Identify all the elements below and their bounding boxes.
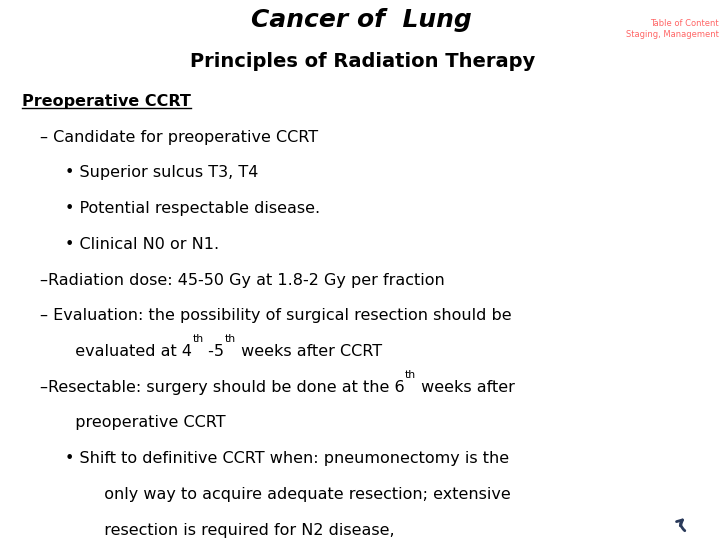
Text: • Shift to definitive CCRT when: pneumonectomy is the: • Shift to definitive CCRT when: pneumon… [65,451,510,466]
Text: th: th [404,369,416,380]
Text: Oncology Guidelines Index: Oncology Guidelines Index [9,30,130,39]
Text: weeks after CCRT: weeks after CCRT [236,344,382,359]
Text: Table of Content: Table of Content [650,19,719,28]
Text: th: th [192,334,203,344]
Text: Cancer of  Lung: Cancer of Lung [250,8,472,32]
Text: – Evaluation: the possibility of surgical resection should be: – Evaluation: the possibility of surgica… [40,308,512,323]
Text: – Candidate for preoperative CCRT: – Candidate for preoperative CCRT [40,129,318,145]
Text: Taipei VGH Practice: Taipei VGH Practice [9,8,97,17]
Text: preoperative CCRT: preoperative CCRT [65,416,226,430]
Text: -5: -5 [203,344,224,359]
Text: • Superior sulcus T3, T4: • Superior sulcus T3, T4 [65,165,258,181]
Text: weeks after: weeks after [416,380,515,395]
Text: Version 2010  1: Version 2010 1 [653,8,719,17]
Text: Guidelines:: Guidelines: [9,19,60,28]
Text: Preoperative CCRT: Preoperative CCRT [22,94,191,109]
Text: –Resectable: surgery should be done at the 6: –Resectable: surgery should be done at t… [40,380,404,395]
Text: evaluated at 4: evaluated at 4 [65,344,192,359]
Text: Principles of Radiation Therapy: Principles of Radiation Therapy [190,52,536,71]
Text: –Radiation dose: 45-50 Gy at 1.8-2 Gy per fraction: –Radiation dose: 45-50 Gy at 1.8-2 Gy pe… [40,273,445,288]
Text: • Potential respectable disease.: • Potential respectable disease. [65,201,320,216]
Text: th: th [224,334,236,344]
Text: resection is required for N2 disease,: resection is required for N2 disease, [94,523,395,537]
Text: only way to acquire adequate resection; extensive: only way to acquire adequate resection; … [94,487,511,502]
Text: Staging, Management: Staging, Management [626,30,719,39]
Text: • Clinical N0 or N1.: • Clinical N0 or N1. [65,237,219,252]
